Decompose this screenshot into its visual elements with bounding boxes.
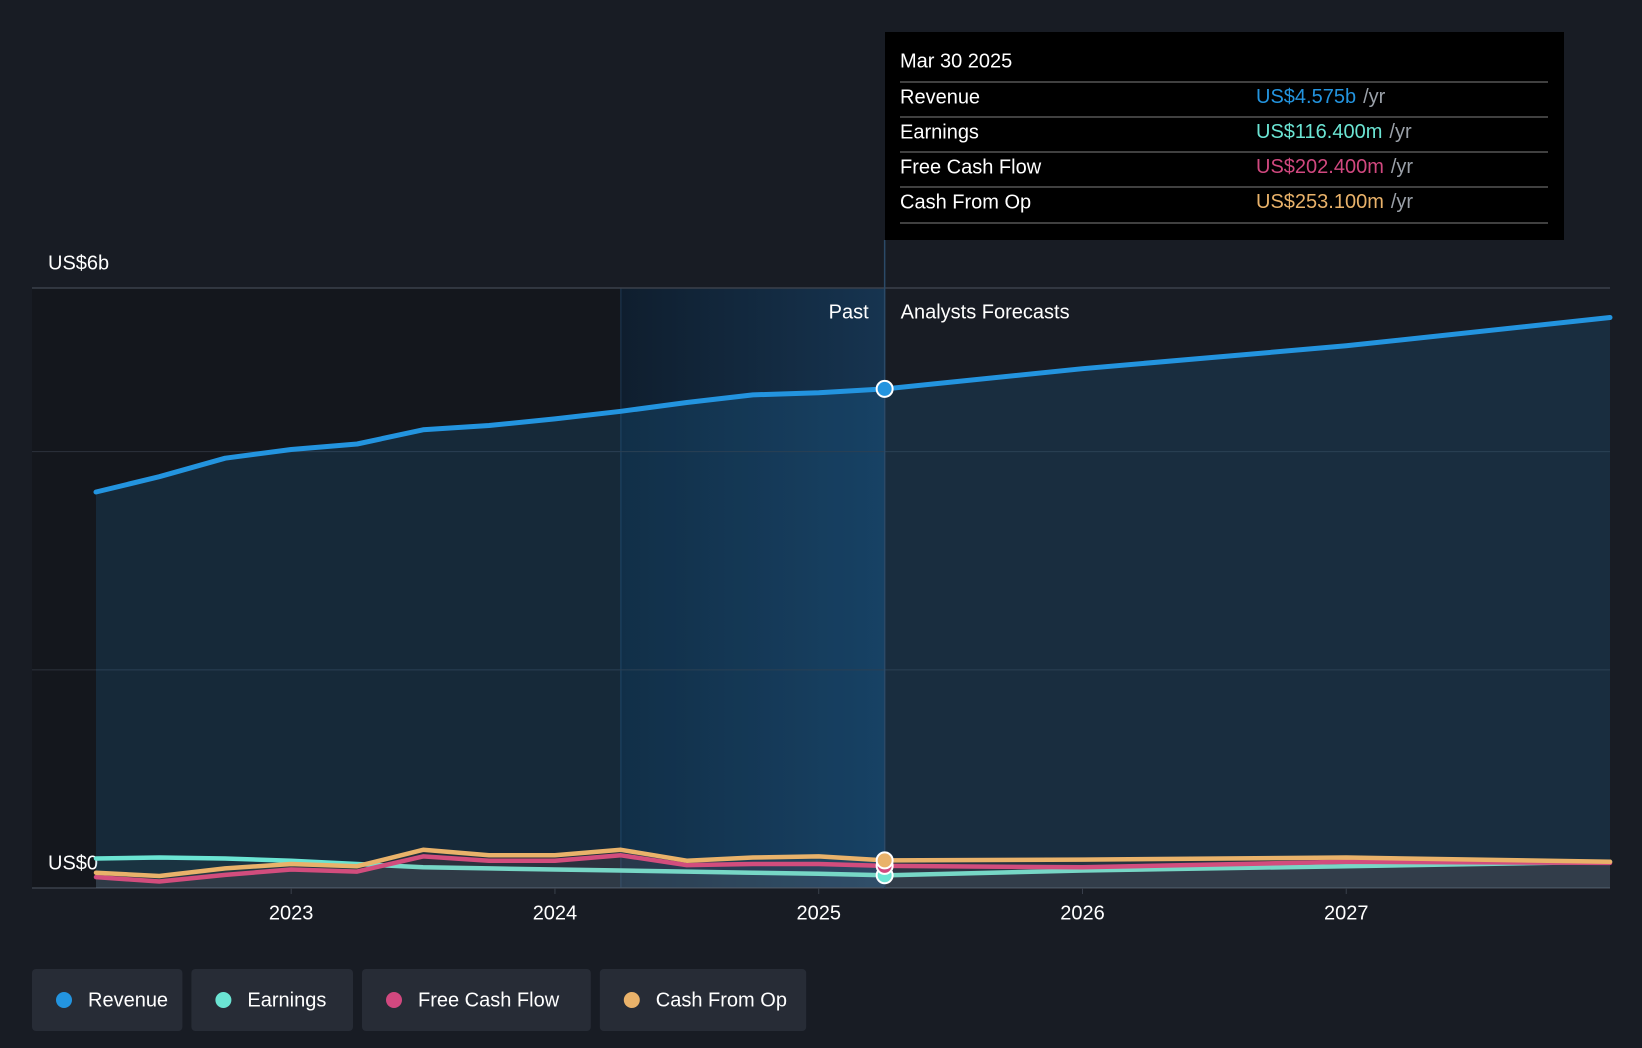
- legend-item[interactable]: [599, 969, 807, 1031]
- area: [96, 317, 1610, 888]
- tooltip-value: US$253.100m/yr: [1256, 191, 1413, 213]
- hover-dot: [875, 851, 894, 870]
- tooltip-value: US$4.575b/yr: [1256, 86, 1386, 108]
- legend-label: Earnings: [247, 989, 326, 1011]
- tooltip-unit: /yr: [1389, 121, 1412, 143]
- tooltip-unit: /yr: [1391, 156, 1414, 178]
- tooltip-value-label: US$4.575b: [1256, 86, 1356, 108]
- area: [96, 857, 1610, 888]
- line: [93, 315, 1613, 495]
- x-tick-label: 2025: [796, 902, 841, 924]
- legend-swatch: [215, 992, 232, 1008]
- tooltip-name: Earnings: [900, 121, 979, 143]
- line: [93, 853, 1613, 884]
- tooltip: [885, 32, 1564, 240]
- tooltip-name: Revenue: [900, 86, 980, 108]
- y-tick-label: US$0: [48, 852, 98, 874]
- hover-dot: [875, 379, 894, 398]
- line: [93, 855, 1613, 878]
- y-tick-label: US$6b: [48, 252, 109, 274]
- x-tick-label: 2026: [1060, 902, 1105, 924]
- tooltip-value-label: US$116.400m: [1256, 121, 1382, 143]
- legend-swatch: [56, 992, 72, 1008]
- x-tick-label: 2023: [269, 902, 314, 924]
- forecast-label: Analysts Forecasts: [901, 301, 1070, 323]
- x-tick-label: 2027: [1324, 902, 1369, 924]
- legend-item[interactable]: [32, 969, 183, 1031]
- line: [93, 847, 1613, 879]
- legend-item[interactable]: [191, 969, 353, 1031]
- legend-label: Cash From Op: [656, 989, 787, 1011]
- area: [96, 855, 1610, 888]
- legend-swatch: [386, 992, 402, 1008]
- tooltip-title: Mar 30 2025: [900, 50, 1012, 72]
- x-tick-label: 2024: [533, 902, 578, 924]
- legend-label: Free Cash Flow: [418, 989, 560, 1011]
- tooltip-value-label: US$253.100m: [1256, 191, 1384, 213]
- tooltip-unit: /yr: [1391, 191, 1414, 213]
- legend-item[interactable]: [362, 969, 591, 1031]
- tooltip-value: US$202.400m/yr: [1256, 156, 1413, 178]
- past-label: Past: [829, 301, 869, 323]
- tooltip-name: Free Cash Flow: [900, 156, 1042, 178]
- tooltip-unit: /yr: [1363, 86, 1386, 108]
- legend-swatch: [623, 992, 640, 1008]
- tooltip-value-label: US$202.400m: [1256, 156, 1384, 178]
- tooltip-value: US$116.400m/yr: [1256, 121, 1412, 143]
- tooltip-name: Cash From Op: [900, 191, 1031, 213]
- legend-label: Revenue: [88, 989, 168, 1011]
- history-region: [32, 288, 621, 888]
- past-region: [620, 288, 885, 888]
